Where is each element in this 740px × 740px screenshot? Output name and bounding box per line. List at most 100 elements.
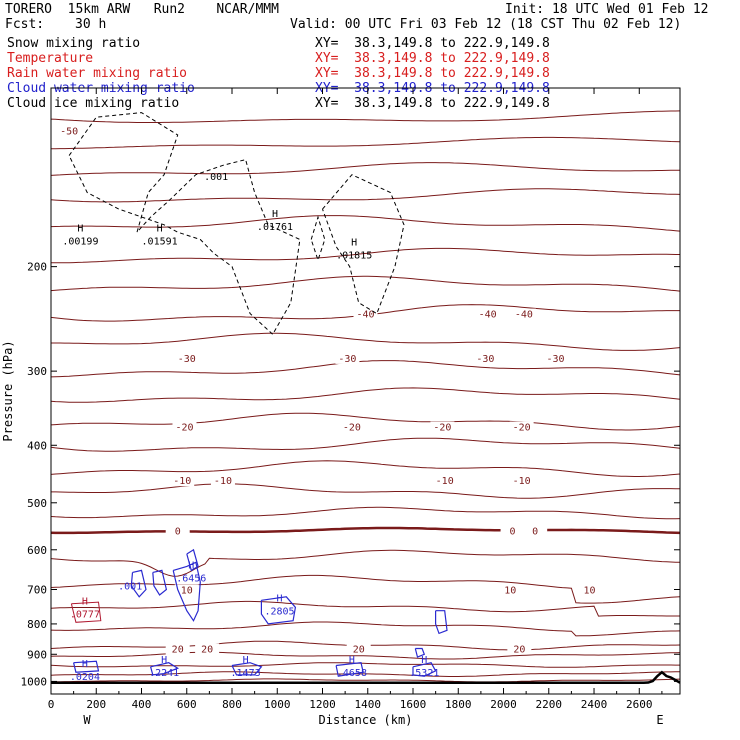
cloud-water-contour-line xyxy=(130,569,147,598)
contour-label-bg xyxy=(475,308,500,320)
x-tick-label: 0 xyxy=(48,698,55,711)
cloud-water-max-value: .2805 xyxy=(264,607,294,618)
contour-label-bg xyxy=(430,421,455,433)
x-tick-label: 1600 xyxy=(400,698,427,711)
snow-contour-line xyxy=(310,215,326,262)
contour-label-bg xyxy=(170,475,195,487)
y-tick-label: 800 xyxy=(27,618,47,631)
isotherm-line xyxy=(51,483,681,499)
cloud-water-max-marker: H xyxy=(188,560,194,571)
rain-contour-line xyxy=(70,601,102,623)
init-time: Init: 18 UTC Wed 01 Feb 12 xyxy=(505,2,709,17)
y-tick-label: 500 xyxy=(27,497,47,510)
isotherm-line xyxy=(50,574,681,604)
cloud-water-max-marker: H xyxy=(277,594,283,605)
temperature-contour-label: 20 xyxy=(201,644,213,655)
contour-label-bg xyxy=(507,643,532,655)
snow-max-marker: H xyxy=(272,209,278,220)
contour-label-bg xyxy=(195,643,220,655)
temperature-contour-label: -20 xyxy=(433,423,451,434)
contour-label-bg xyxy=(543,352,568,364)
temperature-contour-label: -10 xyxy=(436,476,454,487)
temperature-contour-label: 0 xyxy=(175,527,181,538)
contour-label-bg xyxy=(509,421,534,433)
plot-frame xyxy=(50,87,681,695)
y-axis-title: Pressure (hPa) xyxy=(1,340,15,441)
temperature-contour-label: -10 xyxy=(214,476,232,487)
contour-label-bg xyxy=(57,125,82,137)
cloud-water-max-marker: H xyxy=(82,659,88,670)
cloud-water-max-marker: H xyxy=(349,655,355,666)
isotherm-line xyxy=(50,412,681,431)
isotherm-line xyxy=(50,651,681,660)
temperature-contour-label: -20 xyxy=(513,423,531,434)
forecast-label: Fcst: xyxy=(5,17,45,32)
isotherm-line xyxy=(50,549,680,577)
contour-label-bg xyxy=(172,421,197,433)
x-tick-label: 2400 xyxy=(581,698,608,711)
contour-label-bg xyxy=(174,584,199,596)
temperature-contour-label: -20 xyxy=(343,423,361,434)
temperature-contour-label: 20 xyxy=(513,644,525,655)
isotherm-line xyxy=(51,136,681,150)
y-tick-label: 900 xyxy=(27,648,47,661)
temperature-contour-label: -30 xyxy=(476,354,494,365)
contour-label-bg xyxy=(509,475,534,487)
contour-label-bg xyxy=(498,584,523,596)
isotherm-line xyxy=(50,215,681,232)
cloud-water-contour-label: .001 xyxy=(118,582,142,593)
cloud-water-max-value: .6456 xyxy=(176,573,206,584)
model-title: TORERO 15km ARW Run2 NCAR/MMM xyxy=(5,2,279,17)
temperature-contour-label: 10 xyxy=(583,586,595,597)
temperature-contour-label: 0 xyxy=(510,527,516,538)
x-tick-label: 200 xyxy=(86,698,106,711)
legend-field-name: Temperature xyxy=(7,51,94,66)
y-tick-label: 700 xyxy=(27,584,47,597)
snow-contour-line xyxy=(322,174,405,315)
temperature-contour-label: 20 xyxy=(353,644,365,655)
x-tick-label: 2200 xyxy=(536,698,563,711)
cloud-water-contour-line xyxy=(435,610,448,635)
west-label: W xyxy=(83,713,91,727)
isotherm-line xyxy=(50,188,681,203)
legend-field-name: Rain water mixing ratio xyxy=(7,66,188,81)
terrain-line xyxy=(51,670,681,684)
temperature-contour-label: -50 xyxy=(60,127,78,138)
cloud-water-max-marker: H xyxy=(243,655,249,666)
cloud-water-max-value: .2241 xyxy=(149,668,179,679)
legend-field-xsection: XY= 38.3,149.8 to 222.9,149.8 xyxy=(315,96,550,111)
contour-label-bg xyxy=(577,584,602,596)
contour-label-bg xyxy=(511,308,536,320)
cloud-water-max-value: .0204 xyxy=(70,672,100,683)
cloud-water-max-marker: H xyxy=(161,655,167,666)
cloud-water-contour-line xyxy=(414,647,426,658)
contour-label-bg xyxy=(174,352,199,364)
x-tick-label: 2600 xyxy=(626,698,653,711)
contour-label-bg xyxy=(523,525,548,537)
x-axis-title: Distance (km) xyxy=(319,713,413,727)
y-tick-label: 1000 xyxy=(21,675,48,688)
legend-field-xsection: XY= 38.3,149.8 to 222.9,149.8 xyxy=(315,36,550,51)
isotherm-line xyxy=(51,247,680,264)
snow-contour-line xyxy=(68,112,301,336)
temperature-contour-label: -30 xyxy=(338,354,356,365)
isotherm-line xyxy=(50,360,681,378)
isotherm-line xyxy=(51,332,681,351)
isotherm-line xyxy=(50,662,680,668)
legend-field-name: Snow mixing ratio xyxy=(7,36,141,51)
temperature-contour-label: 20 xyxy=(172,644,184,655)
contour-label-bg xyxy=(353,308,378,320)
x-tick-label: 800 xyxy=(222,698,242,711)
cloud-water-max-value: .5321 xyxy=(409,668,439,679)
isotherm-line xyxy=(50,162,681,176)
legend-field-xsection: XY= 38.3,149.8 to 222.9,149.8 xyxy=(315,51,550,66)
contour-label-bg xyxy=(165,643,190,655)
temperature-contour-label: 10 xyxy=(504,586,516,597)
cloud-water-contour-line xyxy=(186,548,199,572)
freezing-level-line xyxy=(50,526,681,535)
isotherm-line xyxy=(50,600,680,617)
isotherm-line xyxy=(50,110,681,123)
contour-label-bg xyxy=(335,352,360,364)
legend-field-name: Cloud ice mixing ratio xyxy=(7,96,180,111)
temperature-contour-label: -30 xyxy=(178,354,196,365)
